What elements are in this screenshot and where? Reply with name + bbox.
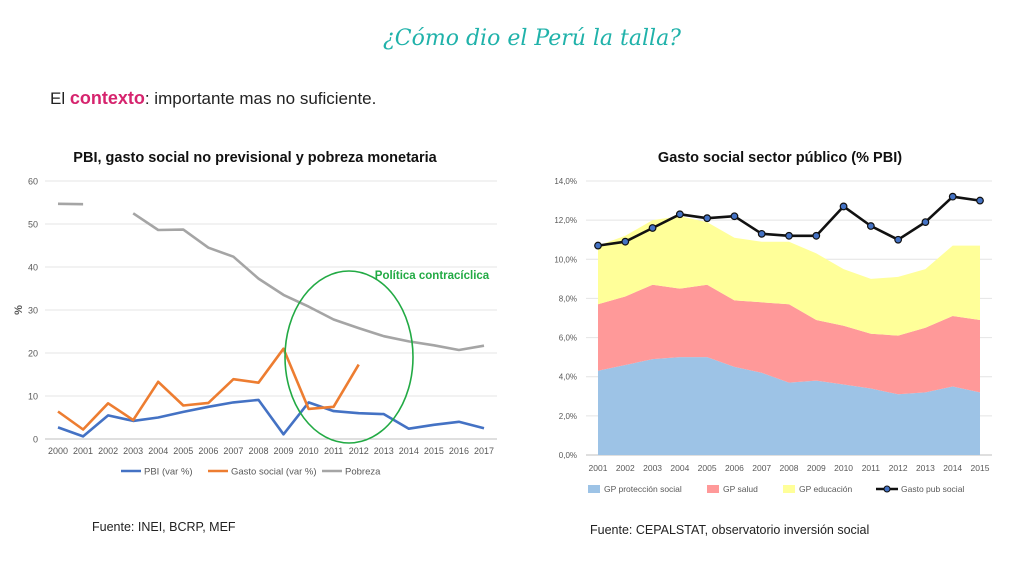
left-ytick-label: 0 [33,435,38,445]
right-xtick-label: 2002 [616,463,635,473]
left-xtick-label: 2011 [324,446,343,456]
right-area-2 [598,284,980,395]
right-legend-swatch [707,485,719,493]
left-legend-label: Pobreza [345,467,381,478]
policy-annotation: Política contracíclica [375,270,490,282]
policy-ellipse [284,270,414,444]
right-legend-label: GP salud [723,484,758,494]
gasto-pub-point [730,212,739,221]
left-source: Fuente: INEI, BCRP, MEF [92,520,236,534]
right-area-3 [598,216,980,336]
right-xtick-label: 2007 [752,463,771,473]
gasto-pub-point [675,210,684,219]
right-ytick-label: 12,0% [554,216,577,225]
right-legend-swatch [588,485,600,493]
right-ytick-label: 6,0% [559,334,577,343]
right-xtick-label: 2012 [889,463,908,473]
left-xtick-label: 2015 [424,446,444,456]
left-xtick-label: 2005 [173,446,193,456]
left-ytick-label: 30 [28,306,38,316]
left-ytick-label: 10 [28,392,38,402]
left-series-line-1 [57,398,485,438]
left-series-line-3 [132,212,485,352]
slide-title: ¿Cómo dio el Perú la talla? [383,26,681,51]
left-xtick-label: 2017 [474,446,494,456]
right-area-1 [598,357,980,455]
right-ytick-label: 8,0% [559,294,577,303]
right-chart-title: Gasto social sector público (% PBI) [657,150,903,166]
right-xtick-label: 2008 [780,463,799,473]
gasto-pub-point [621,237,630,246]
left-xtick-label: 2001 [73,446,93,456]
right-xtick-label: 2009 [807,463,826,473]
gasto-pub-point [894,235,903,244]
right-legend-marker [883,485,891,493]
left-xtick-label: 2003 [123,446,143,456]
gasto-pub-point [594,241,602,250]
right-xtick-label: 2003 [643,463,662,473]
gasto-pub-point [785,231,793,240]
gasto-pub-point [648,224,657,232]
left-ylabel: % [13,305,25,315]
left-legend-label: PBI (var %) [144,467,193,478]
subtitle-keyword: contexto [69,88,145,108]
right-ytick-label: 14,0% [554,177,577,186]
left-ytick-label: 20 [28,349,38,359]
left-series-line-2 [57,347,360,431]
right-ytick-label: 10,0% [554,255,577,264]
subtitle-rest: : importante mas no suficiente. [144,89,377,108]
gasto-pub-point [703,214,712,223]
left-xtick-label: 2007 [223,446,243,456]
gasto-pub-point [921,218,930,227]
right-xtick-label: 2011 [862,463,881,473]
right-source: Fuente: CEPALSTAT, observatorio inversió… [590,523,870,537]
left-xtick-label: 2014 [399,446,419,456]
right-xtick-label: 2006 [725,463,744,473]
left-xtick-label: 2009 [274,446,294,456]
right-xtick-label: 2013 [916,463,935,473]
left-xtick-label: 2000 [48,446,68,456]
gasto-pub-point [976,196,984,205]
left-xtick-label: 2016 [449,446,469,456]
right-legend-label: GP educación [799,484,853,494]
left-ytick-label: 50 [28,220,38,230]
left-chart-title: PBI, gasto social no previsional y pobre… [73,150,437,166]
right-ytick-label: 4,0% [559,373,577,382]
right-legend-swatch [783,485,795,493]
right-xtick-label: 2014 [943,463,962,473]
gasto-pub-point [866,222,875,230]
right-xtick-label: 2005 [698,463,717,473]
right-ytick-label: 0,0% [559,451,577,460]
left-xtick-label: 2004 [148,446,168,456]
left-xtick-label: 2008 [248,446,268,456]
subtitle-prefix: El [50,89,70,108]
left-xtick-label: 2010 [299,446,319,456]
left-xtick-label: 2002 [98,446,118,456]
gasto-pub-point [839,202,848,211]
right-legend-label: GP protección social [604,484,682,494]
left-ytick-label: 60 [28,177,38,187]
right-xtick-label: 2004 [670,463,689,473]
right-ytick-label: 2,0% [559,412,577,421]
slide-subtitle: El contexto: importante mas no suficient… [50,88,376,109]
left-xtick-label: 2013 [374,446,394,456]
gasto-pub-point [757,229,766,238]
left-ytick-label: 40 [28,263,38,273]
gasto-pub-point [812,231,821,240]
left-xtick-label: 2012 [349,446,369,456]
gasto-pub-point [948,192,957,201]
left-legend-label: Gasto social (var %) [231,467,317,478]
right-xtick-label: 2015 [971,463,990,473]
left-xtick-label: 2006 [198,446,218,456]
right-xtick-label: 2001 [589,463,608,473]
right-legend-label: Gasto pub social [901,484,964,494]
right-xtick-label: 2010 [834,463,853,473]
